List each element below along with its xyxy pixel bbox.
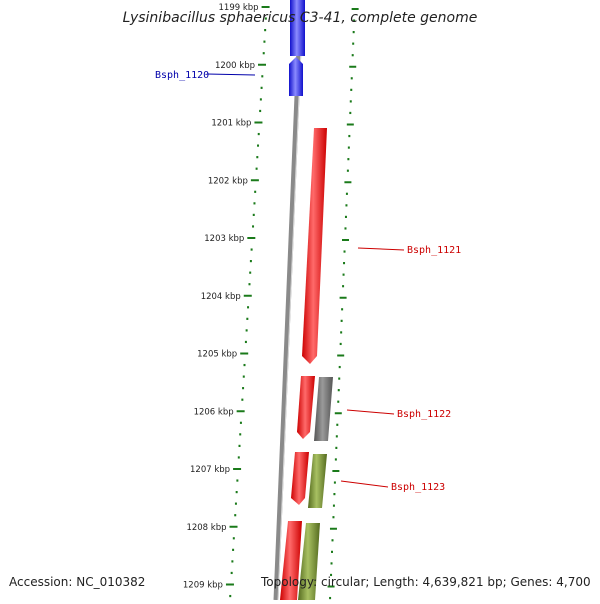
kbp-label: 1207 kbp xyxy=(190,465,230,475)
leader-bsph-1123 xyxy=(340,480,389,488)
gene-bsph-1121[interactable] xyxy=(302,128,327,364)
accession-text: Accession: NC_010382 xyxy=(9,575,146,589)
gene-bsph-1122-red[interactable] xyxy=(297,376,315,439)
kbp-label: 1208 kbp xyxy=(186,523,226,533)
kbp-label: 1200 kbp xyxy=(215,61,255,71)
kbp-label: 1206 kbp xyxy=(194,407,234,417)
gene-bsph-1123-red[interactable] xyxy=(291,452,309,505)
topology-text: Topology: circular; Length: 4,639,821 bp… xyxy=(261,575,591,589)
kbp-label: 1203 kbp xyxy=(204,234,244,244)
kbp-label: 1199 kbp xyxy=(219,3,259,13)
tick-marks-right xyxy=(327,8,359,600)
backbone-outer xyxy=(273,0,304,601)
gene-bsph-1120[interactable] xyxy=(289,57,303,96)
tick-marks-left xyxy=(225,6,270,598)
kbp-label: 1209 kbp xyxy=(183,581,223,591)
kbp-label: 1201 kbp xyxy=(211,119,251,129)
kbp-label: 1202 kbp xyxy=(208,176,248,186)
kbp-label: 1205 kbp xyxy=(197,350,237,360)
gene-label-bsph-1121[interactable]: Bsph_1121 xyxy=(407,245,461,256)
gene-bsph-1122[interactable] xyxy=(314,377,333,441)
leader-bsph-1120 xyxy=(206,73,256,76)
kbp-labels: 1199 kbp 1200 kbp 1201 kbp 1202 kbp 1203 kbp… xyxy=(183,3,259,591)
gene-label-bsph-1120[interactable]: Bsph_1120 xyxy=(155,70,209,81)
gene-bsph-1123[interactable] xyxy=(308,454,327,508)
leader-bsph-1122 xyxy=(346,409,395,415)
gene-red-lower[interactable] xyxy=(280,521,302,600)
leader-bsph-1121 xyxy=(357,247,405,251)
map-title: Lysinibacillus sphaericus C3-41, complet… xyxy=(122,10,478,26)
kbp-label: 1204 kbp xyxy=(201,292,241,302)
gene-label-bsph-1123[interactable]: Bsph_1123 xyxy=(391,482,445,493)
gene-label-bsph-1122[interactable]: Bsph_1122 xyxy=(397,409,451,420)
backbone-inner xyxy=(277,0,304,601)
gene-olive-lower[interactable] xyxy=(298,523,320,600)
gene-bsph-1120-top[interactable] xyxy=(290,0,305,56)
